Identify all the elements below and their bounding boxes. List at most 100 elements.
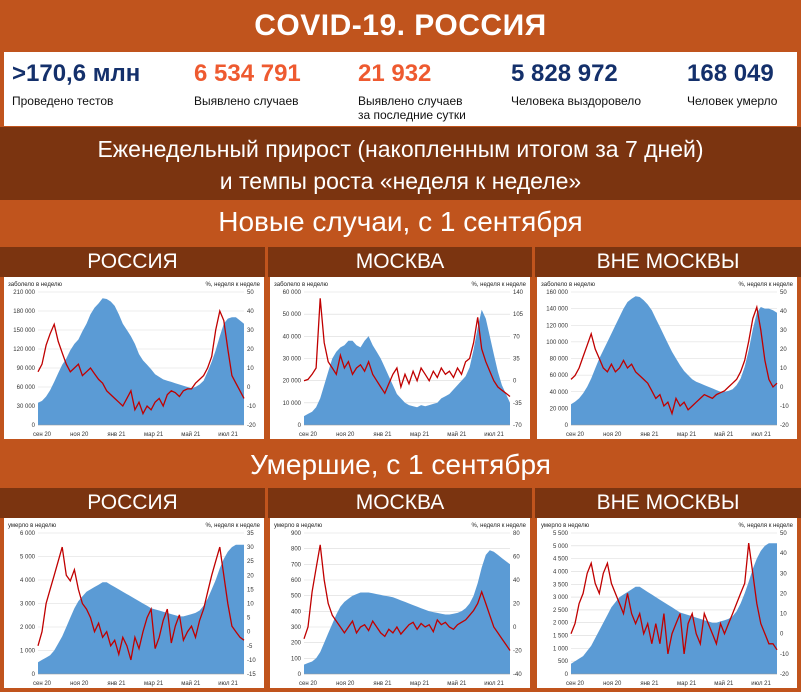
stat-daily-label: Выявлено случаев — [358, 94, 463, 108]
cases-outside-ytick-left: 100 000 — [546, 340, 568, 346]
cases-russia-ytick-left: 60 000 — [17, 385, 36, 391]
cases-russia-ytick-right: 0 — [247, 385, 251, 391]
subtitle: Еженедельный прирост (накопленным итогом… — [0, 127, 801, 200]
cases-russia-ytick-right: -10 — [247, 404, 256, 410]
deaths-russia-ylabel-right: %, неделя к неделе — [205, 523, 260, 529]
region-label-cases-outside: ВНЕ МОСКВЫ — [535, 247, 801, 277]
deaths-moscow-ylabel-left: умерло в неделю — [274, 523, 323, 529]
deaths-russia-ytick-left: 0 — [32, 672, 36, 678]
deaths-russia-xtick: мар 21 — [144, 681, 164, 687]
region-label-cases-russia: РОССИЯ — [0, 247, 265, 277]
cases-russia-ytick-left: 120 000 — [13, 347, 35, 353]
deaths-outside-ytick-left: 500 — [558, 659, 569, 665]
deaths-moscow-ytick-left: 800 — [291, 547, 302, 553]
cases-russia-ytick-right: -20 — [247, 423, 256, 429]
deaths-russia-ytick-left: 6 000 — [20, 531, 36, 537]
cases-russia-xtick: ноя 20 — [70, 432, 89, 438]
deaths-russia-xtick: сен 20 — [33, 681, 52, 687]
stat-daily-label2: за последние сутки — [358, 108, 466, 122]
deaths-outside-ytick-left: 4 500 — [553, 557, 569, 563]
deaths-russia-ytick-right: 20 — [247, 573, 254, 579]
cases-moscow-ytick-right: 0 — [513, 379, 517, 385]
chart-deaths-outside: умерло в неделю%, неделя к неделе 0 500 1 0… — [537, 518, 797, 688]
cases-russia-ytick-left: 90 000 — [17, 366, 36, 372]
deaths-russia-ytick-right: 30 — [247, 545, 254, 551]
deaths-moscow-line-series — [303, 544, 511, 651]
region-label-deaths-outside: ВНЕ МОСКВЫ — [535, 488, 801, 518]
cases-russia-ytick-left: 210 000 — [13, 290, 35, 296]
deaths-russia-svg: умерло в неделю %, неделя к неделе 0 1 000 2… — [8, 523, 261, 687]
deaths-moscow-ytick-left: 500 — [291, 594, 302, 600]
stats-panel: >170,6 млн Проведено тестов 6 534 791 Вы… — [4, 52, 797, 126]
deaths-moscow-xtick: май 21 — [447, 680, 467, 687]
stat-recovered-label: Человека выздоровело — [511, 94, 642, 108]
deaths-moscow-ytick-left: 600 — [291, 578, 302, 584]
deaths-moscow-ytick-left: 200 — [291, 641, 302, 647]
deaths-moscow-ytick-right: 80 — [513, 531, 520, 537]
deaths-outside-ytick-right: 10 — [780, 612, 787, 618]
cases-moscow-ytick-left: 50 000 — [283, 312, 302, 318]
cases-outside-ytick-left: 80 000 — [550, 357, 569, 363]
deaths-outside-ylabel-right: %, неделя к неделе — [738, 523, 793, 529]
chart-cases-moscow: заболело в неделю %, неделя к неделе 0 10 0… — [270, 277, 530, 439]
cases-russia-ytick-right: 50 — [247, 290, 254, 296]
deaths-russia-ylabel-left: умерло в неделю — [8, 523, 57, 529]
cases-russia-ytick-right: 10 — [247, 366, 254, 372]
stat-cases-label: Выявлено случаев — [194, 94, 299, 108]
deaths-russia-ytick-right: -15 — [247, 672, 256, 678]
cases-russia-ytick-left: 30 000 — [17, 404, 36, 410]
deaths-moscow-ytick-right: 20 — [513, 602, 520, 608]
cases-moscow-ytick-right: 70 — [513, 334, 520, 340]
deaths-outside-area-series — [571, 543, 777, 674]
cases-outside-ylabel-right: %, неделя к неделе — [738, 282, 793, 288]
cases-moscow-xtick: июл 21 — [484, 432, 504, 438]
deaths-outside-ytick-left: 0 — [565, 672, 569, 678]
cases-russia-ytick-left: 180 000 — [13, 309, 35, 315]
deaths-moscow-xtick: июл 21 — [484, 681, 504, 687]
region-label-cases-moscow: МОСКВА — [268, 247, 532, 277]
cases-outside-xtick: мар 21 — [677, 432, 697, 438]
cases-outside-ytick-right: 0 — [780, 385, 784, 391]
cases-moscow-xtick: ноя 20 — [336, 432, 355, 438]
stat-deaths-value: 168 049 — [687, 60, 774, 87]
chart-deaths-russia: умерло в неделю %, неделя к неделе 0 1 000 2… — [4, 518, 264, 688]
deaths-outside-ytick-left: 2 500 — [553, 608, 569, 614]
deaths-russia-ytick-right: -10 — [247, 658, 256, 664]
cases-outside-ytick-left: 0 — [565, 423, 569, 429]
deaths-outside-ylabel-left: умерло в неделю — [541, 523, 590, 529]
cases-outside-ytick-right: 50 — [780, 290, 787, 296]
cases-outside-ytick-left: 160 000 — [546, 290, 568, 296]
cases-russia-area-series — [38, 298, 244, 425]
deaths-russia-area-series — [38, 544, 244, 674]
cases-outside-svg: заболело в неделю %, неделя к неделе 0 20 0… — [541, 282, 794, 438]
cases-outside-ytick-right: 40 — [780, 309, 787, 315]
deaths-outside-ytick-left: 2 000 — [553, 621, 569, 627]
deaths-moscow-xtick: сен 20 — [299, 681, 318, 687]
cases-russia-ylabel-right: %, неделя к неделе — [205, 282, 260, 288]
deaths-russia-ytick-right: 0 — [247, 630, 251, 636]
cases-outside-xtick: май 21 — [714, 431, 734, 438]
cases-outside-line-series — [570, 304, 778, 416]
deaths-moscow-ylabel-right: %, неделя к неделе — [471, 523, 526, 529]
deaths-russia-line-series — [37, 546, 245, 661]
deaths-moscow-ytick-left: 0 — [298, 672, 302, 678]
cases-russia-xtick: сен 20 — [33, 432, 52, 438]
deaths-outside-xtick: мар 21 — [677, 681, 697, 687]
deaths-russia-ytick-right: -5 — [247, 644, 253, 650]
cases-moscow-xtick: янв 21 — [373, 432, 392, 438]
deaths-moscow-ytick-left: 900 — [291, 531, 302, 537]
cases-russia-xtick: июл 21 — [218, 432, 238, 438]
deaths-outside-ytick-right: 0 — [780, 632, 784, 638]
deaths-moscow-area-series — [304, 550, 510, 674]
cases-moscow-ytick-right: -35 — [513, 401, 522, 407]
deaths-outside-ytick-left: 4 000 — [553, 569, 569, 575]
chart-cases-outside: заболело в неделю %, неделя к неделе 0 20 0… — [537, 277, 797, 439]
deaths-russia-ytick-left: 4 000 — [20, 578, 36, 584]
cases-moscow-ytick-left: 60 000 — [283, 290, 302, 296]
cases-outside-ytick-right: -20 — [780, 423, 789, 429]
deaths-moscow-ytick-right: 0 — [513, 625, 517, 631]
cases-moscow-ytick-left: 0 — [298, 423, 302, 429]
cases-russia-line-series — [37, 308, 245, 416]
deaths-outside-ytick-left: 3 500 — [553, 582, 569, 588]
cases-russia-ytick-left: 150 000 — [13, 328, 35, 334]
